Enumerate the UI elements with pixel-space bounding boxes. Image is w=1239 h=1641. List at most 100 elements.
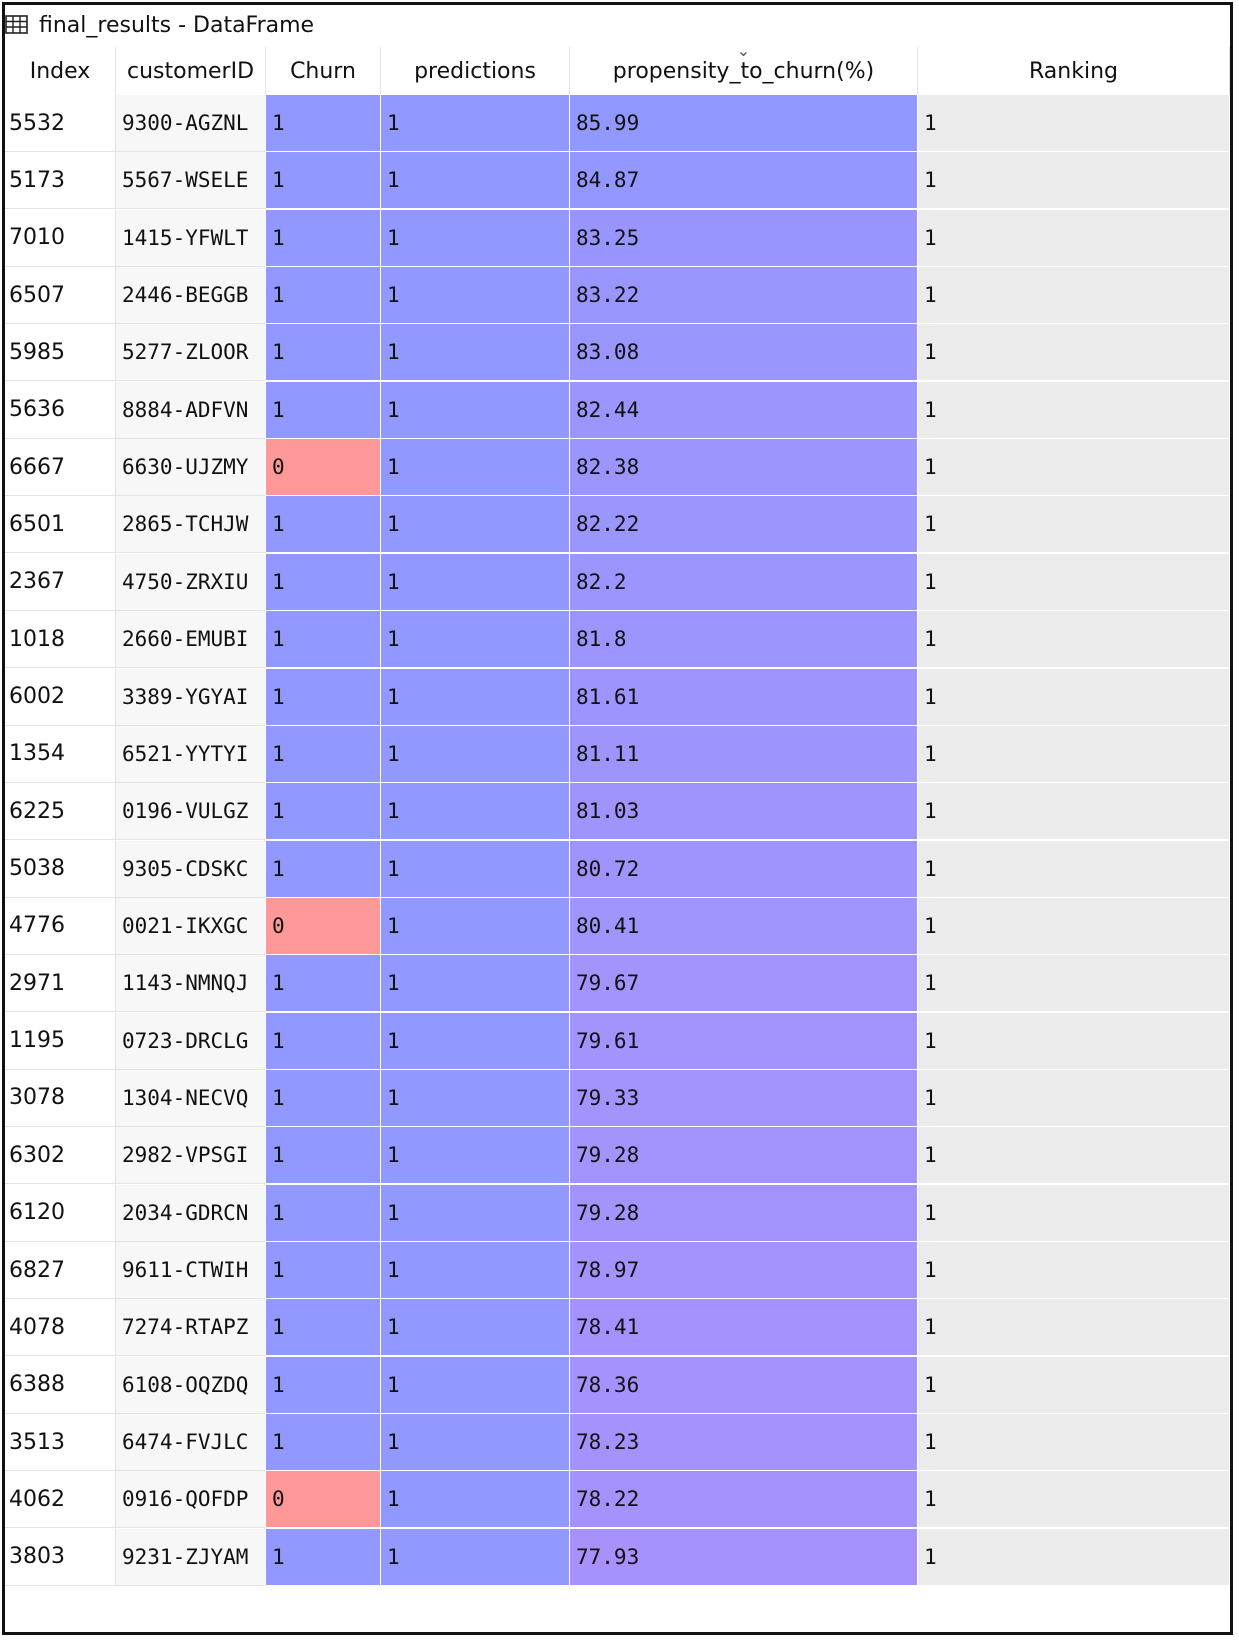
cell-propensity[interactable]: 79.28 xyxy=(570,1184,918,1242)
cell-churn[interactable]: 1 xyxy=(266,611,381,669)
cell-churn[interactable]: 1 xyxy=(266,1414,381,1472)
cell-predictions[interactable]: 1 xyxy=(381,1127,570,1185)
cell-churn[interactable]: 1 xyxy=(266,1356,381,1414)
cell-propensity[interactable]: 78.97 xyxy=(570,1242,918,1299)
cell-customer-id[interactable]: 3389-YGYAI xyxy=(116,668,266,726)
cell-churn[interactable]: 0 xyxy=(266,897,381,955)
cell-customer-id[interactable]: 6630-UJZMY xyxy=(116,439,266,497)
cell-propensity[interactable]: 78.23 xyxy=(570,1414,918,1472)
cell-ranking[interactable]: 1 xyxy=(918,955,1230,1013)
cell-index[interactable]: 4062 xyxy=(5,1471,116,1529)
cell-index[interactable]: 6501 xyxy=(5,496,116,554)
cell-ranking[interactable]: 1 xyxy=(918,439,1230,497)
table-row[interactable]: 6002 3389-YGYAI 1 1 81.61 1 xyxy=(5,668,1230,729)
column-header-predictions[interactable]: predictions xyxy=(381,47,570,95)
cell-index[interactable]: 6225 xyxy=(5,783,116,841)
cell-index[interactable]: 1195 xyxy=(5,1012,116,1070)
table-row[interactable]: 1354 6521-YYTYI 1 1 81.11 1 xyxy=(5,725,1230,786)
cell-ranking[interactable]: 1 xyxy=(918,496,1230,554)
table-row[interactable]: 6507 2446-BEGGB 1 1 83.22 1 xyxy=(5,267,1230,327)
cell-propensity[interactable]: 78.22 xyxy=(570,1471,918,1529)
table-row[interactable]: 3513 6474-FVJLC 1 1 78.23 1 xyxy=(5,1414,1230,1474)
cell-index[interactable]: 6120 xyxy=(5,1184,116,1242)
cell-customer-id[interactable]: 2446-BEGGB xyxy=(116,267,266,325)
cell-ranking[interactable]: 1 xyxy=(918,1299,1230,1357)
table-row[interactable]: 6225 0196-VULGZ 1 1 81.03 1 xyxy=(5,783,1230,843)
cell-predictions[interactable]: 1 xyxy=(381,897,570,955)
cell-propensity[interactable]: 81.61 xyxy=(570,668,918,726)
cell-propensity[interactable]: 77.93 xyxy=(570,1528,918,1586)
cell-churn[interactable]: 1 xyxy=(266,1528,381,1586)
cell-ranking[interactable]: 1 xyxy=(918,1356,1230,1414)
cell-propensity[interactable]: 82.44 xyxy=(570,381,918,439)
cell-customer-id[interactable]: 2865-TCHJW xyxy=(116,496,266,554)
cell-predictions[interactable]: 1 xyxy=(381,553,570,611)
cell-churn[interactable]: 1 xyxy=(266,324,381,382)
cell-predictions[interactable]: 1 xyxy=(381,439,570,497)
cell-index[interactable]: 3513 xyxy=(5,1414,116,1472)
cell-propensity[interactable]: 80.41 xyxy=(570,897,918,955)
cell-propensity[interactable]: 82.22 xyxy=(570,496,918,554)
cell-predictions[interactable]: 1 xyxy=(381,1414,570,1472)
cell-customer-id[interactable]: 6474-FVJLC xyxy=(116,1414,266,1472)
cell-churn[interactable]: 1 xyxy=(266,668,381,726)
cell-customer-id[interactable]: 7274-RTAPZ xyxy=(116,1299,266,1357)
cell-predictions[interactable]: 1 xyxy=(381,1242,570,1299)
cell-churn[interactable]: 1 xyxy=(266,209,381,267)
cell-ranking[interactable]: 1 xyxy=(918,1127,1230,1185)
cell-customer-id[interactable]: 1143-NMNQJ xyxy=(116,955,266,1013)
cell-ranking[interactable]: 1 xyxy=(918,381,1230,439)
cell-customer-id[interactable]: 1415-YFWLT xyxy=(116,209,266,267)
table-row[interactable]: 4776 0021-IKXGC 0 1 80.41 1 xyxy=(5,897,1230,958)
cell-customer-id[interactable]: 2034-GDRCN xyxy=(116,1184,266,1242)
cell-ranking[interactable]: 1 xyxy=(918,783,1230,841)
cell-propensity[interactable]: 82.2 xyxy=(570,553,918,611)
table-row[interactable]: 3078 1304-NECVQ 1 1 79.33 1 xyxy=(5,1069,1230,1130)
cell-customer-id[interactable]: 2982-VPSGI xyxy=(116,1127,266,1185)
cell-churn[interactable]: 0 xyxy=(266,439,381,497)
cell-index[interactable]: 6388 xyxy=(5,1356,116,1414)
cell-index[interactable]: 6827 xyxy=(5,1242,116,1299)
table-row[interactable]: 5985 5277-ZLOOR 1 1 83.08 1 xyxy=(5,324,1230,384)
cell-churn[interactable]: 1 xyxy=(266,152,381,210)
cell-index[interactable]: 6002 xyxy=(5,668,116,726)
cell-churn[interactable]: 1 xyxy=(266,840,381,898)
table-row[interactable]: 4078 7274-RTAPZ 1 1 78.41 1 xyxy=(5,1299,1230,1359)
cell-predictions[interactable]: 1 xyxy=(381,611,570,669)
cell-propensity[interactable]: 81.11 xyxy=(570,725,918,783)
table-row[interactable]: 6501 2865-TCHJW 1 1 82.22 1 xyxy=(5,496,1230,556)
cell-index[interactable]: 3078 xyxy=(5,1069,116,1127)
table-row[interactable]: 4062 0916-QOFDP 0 1 78.22 1 xyxy=(5,1471,1230,1531)
cell-churn[interactable]: 1 xyxy=(266,783,381,841)
cell-propensity[interactable]: 85.99 xyxy=(570,95,918,152)
cell-ranking[interactable]: 1 xyxy=(918,611,1230,669)
cell-customer-id[interactable]: 0916-QOFDP xyxy=(116,1471,266,1529)
cell-index[interactable]: 1018 xyxy=(5,611,116,669)
cell-predictions[interactable]: 1 xyxy=(381,1012,570,1070)
cell-propensity[interactable]: 81.8 xyxy=(570,611,918,669)
cell-ranking[interactable]: 1 xyxy=(918,1471,1230,1529)
cell-churn[interactable]: 1 xyxy=(266,1069,381,1127)
cell-predictions[interactable]: 1 xyxy=(381,496,570,554)
cell-ranking[interactable]: 1 xyxy=(918,1184,1230,1242)
table-row[interactable]: 6667 6630-UJZMY 0 1 82.38 1 xyxy=(5,439,1230,499)
cell-index[interactable]: 5038 xyxy=(5,840,116,898)
table-row[interactable]: 6302 2982-VPSGI 1 1 79.28 1 xyxy=(5,1127,1230,1187)
cell-index[interactable]: 5636 xyxy=(5,381,116,439)
cell-churn[interactable]: 0 xyxy=(266,1471,381,1529)
cell-propensity[interactable]: 78.36 xyxy=(570,1356,918,1414)
cell-ranking[interactable]: 1 xyxy=(918,553,1230,611)
cell-customer-id[interactable]: 5567-WSELE xyxy=(116,152,266,210)
cell-predictions[interactable]: 1 xyxy=(381,267,570,325)
column-header-ranking[interactable]: Ranking xyxy=(918,47,1230,95)
cell-predictions[interactable]: 1 xyxy=(381,381,570,439)
cell-predictions[interactable]: 1 xyxy=(381,209,570,267)
cell-customer-id[interactable]: 1304-NECVQ xyxy=(116,1069,266,1127)
cell-predictions[interactable]: 1 xyxy=(381,1069,570,1127)
cell-customer-id[interactable]: 9300-AGZNL xyxy=(116,95,266,152)
chevron-down-icon[interactable]: ⌄ xyxy=(736,41,751,60)
cell-customer-id[interactable]: 0196-VULGZ xyxy=(116,783,266,841)
cell-index[interactable]: 5532 xyxy=(5,95,116,152)
cell-customer-id[interactable]: 9305-CDSKC xyxy=(116,840,266,898)
table-row[interactable]: 2971 1143-NMNQJ 1 1 79.67 1 xyxy=(5,955,1230,1015)
